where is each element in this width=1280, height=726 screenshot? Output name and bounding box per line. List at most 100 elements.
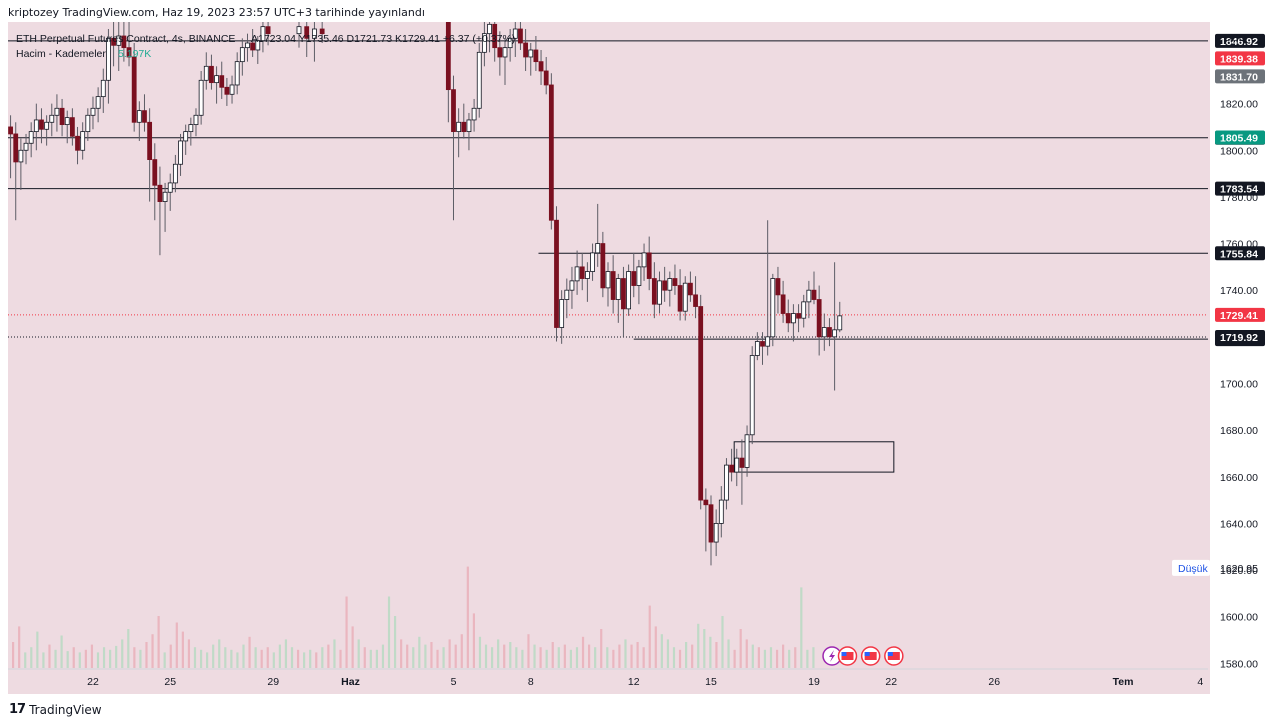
candle-body [677, 285, 683, 312]
price-axis-background [1210, 22, 1270, 694]
candle-body [626, 271, 632, 310]
volume-bar [78, 652, 81, 668]
volume-bars [12, 566, 815, 668]
volume-bar [272, 652, 275, 668]
volume-bar [169, 644, 172, 668]
volume-bar [685, 642, 688, 668]
volume-bar [575, 647, 579, 668]
candle-body [765, 336, 771, 347]
level-badge: 1755.84 [1220, 248, 1258, 260]
candle-body [44, 121, 50, 130]
volume-bar [369, 649, 372, 668]
price-tick-label: 1740.00 [1220, 285, 1258, 297]
price-badge: 1805.49 [1220, 132, 1258, 144]
symbol-title: ETH Perpetual Futures Contract, 4s, BINA… [16, 33, 235, 45]
volume-bar [794, 647, 797, 668]
zone-box[interactable] [733, 441, 895, 473]
volume-bar [206, 652, 209, 668]
candle-body [265, 26, 271, 35]
level-badge: 1719.92 [1220, 332, 1258, 344]
volume-bar [703, 629, 706, 668]
volume-bar [339, 649, 342, 668]
candle-body [172, 163, 178, 184]
candle-body [121, 35, 127, 49]
indicator-value: 5.197K [118, 48, 151, 60]
volume-bar [145, 642, 148, 668]
volume-bar [296, 649, 300, 668]
volume-bar [806, 649, 809, 668]
candle-body [59, 107, 65, 126]
event-icons[interactable] [822, 646, 904, 666]
level-badge: 1729.41 [1220, 310, 1258, 322]
candle-body [106, 37, 111, 81]
candle-body [178, 140, 183, 165]
volume-bar [533, 644, 536, 668]
chart-frame[interactable]: 22 25 29 Haz 5 8 12 15 19 22 26 Tem 4 1580.00 1600.00… [8, 22, 1270, 694]
candle-body [584, 271, 590, 279]
candle-body [507, 37, 513, 49]
volume-bar [466, 566, 469, 668]
volume-bar [42, 652, 45, 668]
candle-body [476, 51, 482, 109]
volume-bar [581, 636, 585, 668]
volume-bar [266, 647, 269, 668]
candle-body [33, 119, 39, 133]
time-tick-label: 19 [808, 676, 820, 688]
candle-body [229, 84, 235, 95]
candle-body [183, 131, 189, 142]
volume-bar [321, 647, 324, 668]
price-badge: 1839.38 [1220, 53, 1258, 65]
volume-bar [12, 642, 15, 668]
candle-body [85, 114, 91, 133]
candle-body [574, 266, 580, 282]
volume-bar [691, 644, 694, 668]
volume-bar [430, 642, 433, 668]
candle-body [698, 306, 704, 501]
candle-body [729, 464, 735, 473]
volume-bar [672, 647, 676, 668]
candle-body [646, 252, 652, 279]
level-badge: 1783.54 [1220, 184, 1258, 196]
volume-bar [351, 626, 354, 668]
candle-body [754, 341, 760, 356]
time-tick-label: 29 [267, 676, 279, 688]
volume-bar [769, 647, 773, 668]
candle-body [142, 110, 147, 123]
volume-bar [212, 644, 215, 668]
volume-bar [788, 649, 791, 668]
candle-body [796, 313, 801, 319]
volume-bar [503, 644, 506, 668]
volume-bar [121, 639, 124, 668]
candle-body [564, 289, 570, 300]
candle-body [214, 75, 219, 84]
candle-body [456, 121, 462, 133]
candle-body [203, 65, 209, 81]
price-axis[interactable]: 1580.00 1600.00 1620.00 1640.00 1660.00 1680.… [1208, 22, 1270, 694]
candlestick-chart[interactable]: 22 25 29 Haz 5 8 12 15 19 22 26 Tem 4 1580.00 1600.00… [8, 22, 1270, 694]
volume-bar [357, 639, 360, 668]
level-badge-bg [1215, 246, 1265, 261]
candle-body [481, 33, 487, 53]
candle-body [95, 96, 101, 109]
candle-body [116, 35, 122, 46]
candle-body [209, 65, 214, 84]
level-badge-bg [1215, 307, 1265, 322]
candle-body [821, 327, 827, 338]
time-tick-label: 8 [528, 676, 534, 688]
volume-bar [678, 649, 682, 668]
volume-bar [412, 647, 415, 668]
candle-body [739, 457, 745, 468]
volume-bar [236, 652, 239, 668]
price-tick-label: 1820.00 [1220, 99, 1258, 111]
volume-bar [478, 636, 482, 668]
candle-body [312, 28, 317, 39]
volume-bar [72, 647, 75, 668]
candle-body [682, 282, 688, 312]
volume-bar [472, 613, 475, 668]
candle-body [559, 299, 565, 328]
candle-body [471, 107, 477, 121]
volume-bar [563, 644, 566, 668]
volume-bar [436, 649, 439, 668]
candle-body [54, 107, 60, 116]
time-axis[interactable]: 22 25 29 Haz 5 8 12 15 19 22 26 Tem 4 [8, 668, 1208, 688]
